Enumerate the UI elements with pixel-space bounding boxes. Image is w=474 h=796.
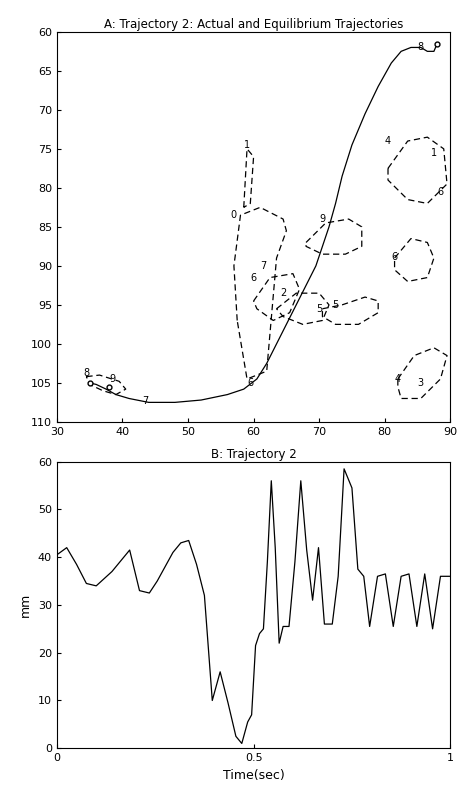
Text: 1: 1 <box>431 148 437 158</box>
Text: 8: 8 <box>418 42 424 53</box>
Title: B: Trajectory 2: B: Trajectory 2 <box>211 447 296 461</box>
Text: 0: 0 <box>231 210 237 220</box>
Text: 6: 6 <box>247 378 254 388</box>
Text: 2: 2 <box>280 288 286 298</box>
Text: 6: 6 <box>438 187 444 197</box>
Text: 5: 5 <box>316 304 322 314</box>
Text: 9: 9 <box>319 214 326 224</box>
Text: 4: 4 <box>385 136 391 146</box>
Text: 9: 9 <box>109 374 116 384</box>
Text: 5: 5 <box>332 300 339 310</box>
X-axis label: Time(sec): Time(sec) <box>223 769 284 782</box>
Title: A: Trajectory 2: Actual and Equilibrium Trajectories: A: Trajectory 2: Actual and Equilibrium … <box>104 18 403 31</box>
Text: 4: 4 <box>395 374 401 384</box>
Text: 1: 1 <box>244 140 250 150</box>
Text: 8: 8 <box>83 368 90 378</box>
Text: 6: 6 <box>251 272 256 283</box>
Y-axis label: mm: mm <box>19 593 32 617</box>
Text: 3: 3 <box>418 378 424 388</box>
Text: 7: 7 <box>260 261 266 271</box>
Text: 6: 6 <box>392 252 398 262</box>
Text: 7: 7 <box>142 396 148 406</box>
